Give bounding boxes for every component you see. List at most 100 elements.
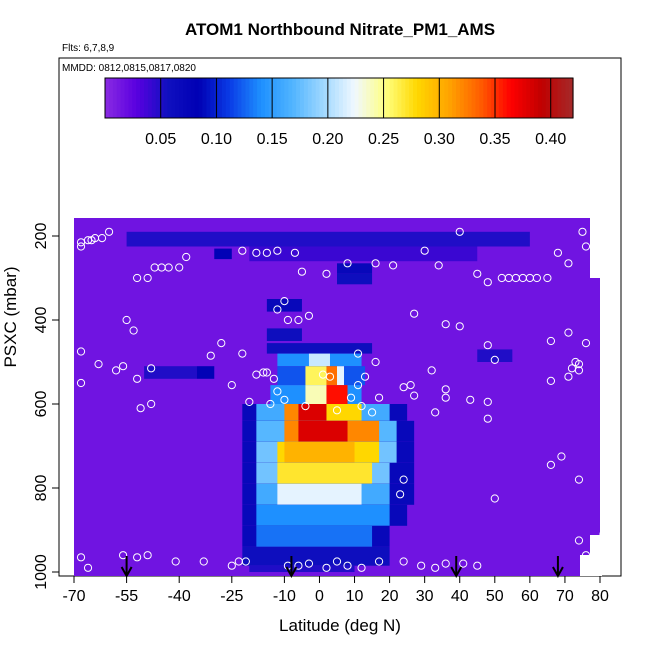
colorbar-segment [358, 78, 363, 118]
colorbar-segment [569, 78, 574, 118]
heatmap-cell [308, 353, 330, 367]
colorbar-segment [510, 78, 516, 118]
colorbar-segment [331, 78, 336, 118]
flight-point [410, 391, 419, 400]
heatmap-cell [126, 231, 530, 247]
colorbar-segment [350, 78, 356, 118]
colorbar-segment [175, 78, 180, 118]
heatmap-cell [326, 366, 337, 386]
colorbar-segment [303, 78, 309, 118]
flight-point [238, 349, 247, 358]
flight-point [574, 475, 584, 484]
flight-point [483, 278, 492, 287]
colorbar-segment [315, 78, 321, 118]
flight-point [273, 246, 282, 255]
colorbar-segment [374, 78, 379, 118]
colorbar-segment [233, 78, 239, 118]
colorbar-segment [241, 78, 246, 118]
flight-point [94, 360, 103, 369]
colorbar-segment [300, 78, 305, 118]
flight-point [399, 475, 408, 484]
flight-point [133, 374, 142, 383]
flight-point [171, 557, 180, 566]
colorbar-segment [463, 78, 469, 118]
flight-point [353, 381, 363, 390]
colorbar-segment [401, 78, 406, 118]
colorbar-segment [385, 78, 391, 118]
heatmap-cell [298, 420, 348, 442]
colorbar-segment [381, 78, 387, 118]
colorbar-segment [456, 78, 461, 118]
flight-point [357, 563, 366, 572]
flight-point [427, 366, 436, 375]
colorbar-segment [471, 78, 477, 118]
flight-point [241, 557, 250, 566]
flight-point [417, 561, 426, 570]
x-tick-label: 30 [416, 588, 434, 605]
flight-point [133, 553, 142, 562]
colorbar-segment [218, 78, 223, 118]
colorbar-segment [498, 78, 504, 118]
x-axis: -70 -55 -40 -25 -10 0 10 20 30 40 50 60 70 80 [62, 576, 609, 605]
flight-point [118, 551, 128, 560]
colorbar-segment [319, 78, 324, 118]
flight-point [483, 414, 492, 423]
colorbar-segment [210, 78, 215, 118]
colorbar-segment [194, 78, 200, 118]
x-tick-label: -25 [220, 588, 243, 605]
colorbar-segment [257, 78, 262, 118]
x-tick-label: 50 [486, 588, 504, 605]
colorbar-segment [140, 78, 145, 118]
flight-point [574, 366, 584, 375]
flight-point [360, 372, 370, 381]
x-tick-label: 10 [346, 588, 364, 605]
colorbar-segment [545, 78, 551, 118]
flight-point [420, 246, 429, 255]
flight-point [455, 227, 464, 236]
no-data-region [590, 218, 602, 278]
colorbar-segment [171, 78, 176, 118]
flight-point [374, 393, 384, 402]
heatmap-cell [266, 328, 302, 341]
flight-point [367, 408, 377, 417]
colorbar-segment [151, 78, 157, 118]
flight-point [574, 536, 584, 545]
colorbar-segment [557, 78, 562, 118]
flight-point [441, 393, 450, 402]
colorbar-segment [128, 78, 133, 118]
colorbar-segment [144, 78, 149, 118]
colorbar-segment [120, 78, 126, 118]
heatmap-cell [256, 525, 373, 547]
flight-point [431, 563, 440, 572]
colorbar-tick-label: 0.30 [424, 131, 455, 148]
flight-point [490, 355, 499, 364]
colorbar-segment [366, 78, 371, 118]
colorbar-segment [296, 78, 301, 118]
colorbar-segment [362, 78, 367, 118]
flight-point [371, 259, 380, 268]
y-tick-label: 200 [33, 223, 50, 250]
down-arrow-icon [552, 556, 564, 579]
flight-point [273, 305, 282, 314]
flight-point [434, 261, 443, 270]
colorbar-segment [280, 78, 285, 118]
flight-point [564, 328, 573, 337]
flight-point [473, 561, 482, 570]
colorbar-segment [202, 78, 207, 118]
colorbar-segment [413, 78, 418, 118]
heatmap-cell [305, 366, 327, 386]
colorbar-segment [190, 78, 196, 118]
flight-point [574, 360, 584, 369]
x-tick-label: 0 [315, 588, 324, 605]
y-axis-label: PSXC (mbar) [1, 266, 20, 367]
flight-point [532, 273, 541, 283]
x-tick-label: 60 [521, 588, 539, 605]
flight-point [322, 269, 331, 278]
flight-point [455, 322, 464, 331]
flight-point [259, 368, 268, 377]
chart-title: ATOM1 Northbound Nitrate_PM1_AMS [185, 20, 495, 39]
colorbar-segment [526, 78, 531, 118]
flight-point [332, 557, 342, 566]
colorbar-segment [284, 78, 289, 118]
heatmap-cell [214, 248, 232, 260]
